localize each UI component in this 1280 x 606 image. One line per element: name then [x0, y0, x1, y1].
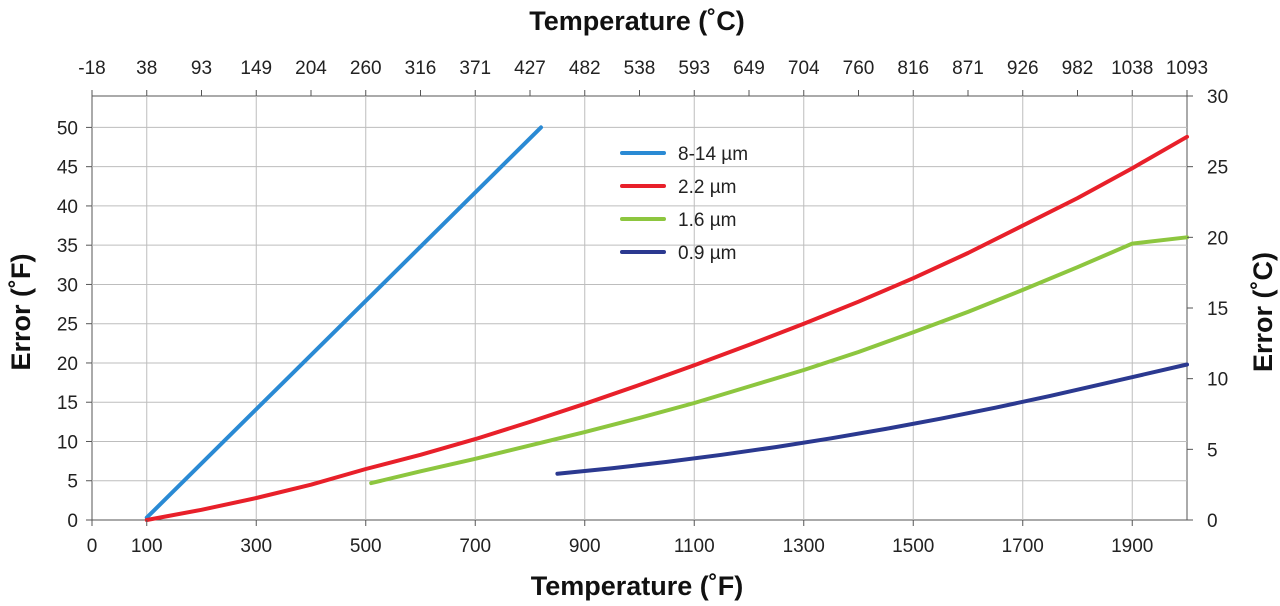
y-left-tick-label: 50	[57, 118, 78, 139]
x-top-tick-label: 926	[1007, 58, 1039, 79]
y-left-tick-label: 35	[57, 236, 78, 257]
left-axis-title: Error (˚F)	[6, 254, 36, 371]
y-right-tick-label: 10	[1207, 370, 1228, 391]
x-bottom-tick-label: 1900	[1111, 536, 1153, 557]
x-top-tick-label: 316	[405, 58, 437, 79]
x-bottom-tick-label: 300	[240, 536, 272, 557]
x-bottom-tick-label: 1700	[1002, 536, 1044, 557]
y-right-tick-label: 15	[1207, 299, 1228, 320]
right-axis-title: Error (˚C)	[1248, 252, 1278, 372]
y-left-tick-label: 20	[57, 354, 78, 375]
x-top-tick-label: 260	[350, 58, 382, 79]
x-top-tick-label: 427	[514, 58, 546, 79]
x-top-tick-label: 871	[952, 58, 984, 79]
x-top-tick-label: -18	[78, 58, 105, 79]
y-left-tick-label: 5	[67, 472, 78, 493]
bottom-axis-title: Temperature (˚F)	[531, 571, 744, 601]
series-line-0-9-m	[555, 362, 1189, 476]
x-top-tick-label: 538	[624, 58, 656, 79]
top-axis-title: Temperature (˚C)	[529, 6, 745, 36]
x-top-tick-label: 760	[843, 58, 875, 79]
y-left-tick-label: 25	[57, 315, 78, 336]
y-left-tick-label: 30	[57, 275, 78, 296]
y-right-tick-label: 20	[1207, 228, 1228, 249]
x-top-tick-label: 816	[897, 58, 929, 79]
legend-label: 8-14 µm	[678, 144, 748, 165]
x-bottom-tick-label: 100	[131, 536, 163, 557]
x-top-tick-label: 204	[295, 58, 327, 79]
series-line-1-6-m	[369, 235, 1189, 486]
legend-label: 2.2 µm	[678, 177, 736, 198]
x-bottom-tick-label: 0	[87, 536, 98, 557]
y-right-tick-label: 0	[1207, 511, 1218, 532]
y-left-tick-label: 40	[57, 197, 78, 218]
x-top-tick-label: 649	[733, 58, 765, 79]
y-left-tick-label: 15	[57, 393, 78, 414]
series-lines	[144, 125, 1189, 522]
x-bottom-tick-label: 900	[569, 536, 601, 557]
x-bottom-tick-label: 1300	[783, 536, 825, 557]
x-bottom-tick-label: 1500	[892, 536, 934, 557]
x-top-tick-label: 93	[191, 58, 212, 79]
tick-labels: 0 100 300 500 700 900 1100 1300 1500 1700 1900-18 3…	[57, 58, 1228, 557]
grid-lines	[92, 96, 1187, 520]
x-top-tick-label: 149	[240, 58, 272, 79]
y-right-tick-label: 5	[1207, 440, 1218, 461]
x-top-tick-label: 704	[788, 58, 820, 79]
y-left-tick-label: 0	[67, 511, 78, 532]
x-bottom-tick-label: 700	[459, 536, 491, 557]
legend: 8-14 µm 2.2 µm 1.6 µm 0.9 µm	[620, 144, 748, 264]
x-top-tick-label: 482	[569, 58, 601, 79]
series-line-8-14-m	[144, 125, 543, 520]
x-top-tick-label: 1093	[1166, 58, 1208, 79]
x-top-tick-label: 38	[136, 58, 157, 79]
x-top-tick-label: 593	[678, 58, 710, 79]
x-top-tick-label: 1038	[1111, 58, 1153, 79]
y-left-tick-label: 10	[57, 432, 78, 453]
legend-label: 1.6 µm	[678, 210, 736, 231]
x-top-tick-label: 371	[459, 58, 491, 79]
x-bottom-tick-label: 500	[350, 536, 382, 557]
x-top-tick-label: 982	[1062, 58, 1094, 79]
y-right-tick-label: 25	[1207, 158, 1228, 179]
series-line-2-2-m	[144, 134, 1189, 522]
x-bottom-tick-label: 1100	[674, 536, 715, 557]
y-left-tick-label: 45	[57, 158, 78, 179]
y-right-tick-label: 30	[1207, 87, 1228, 108]
legend-label: 0.9 µm	[678, 243, 736, 264]
